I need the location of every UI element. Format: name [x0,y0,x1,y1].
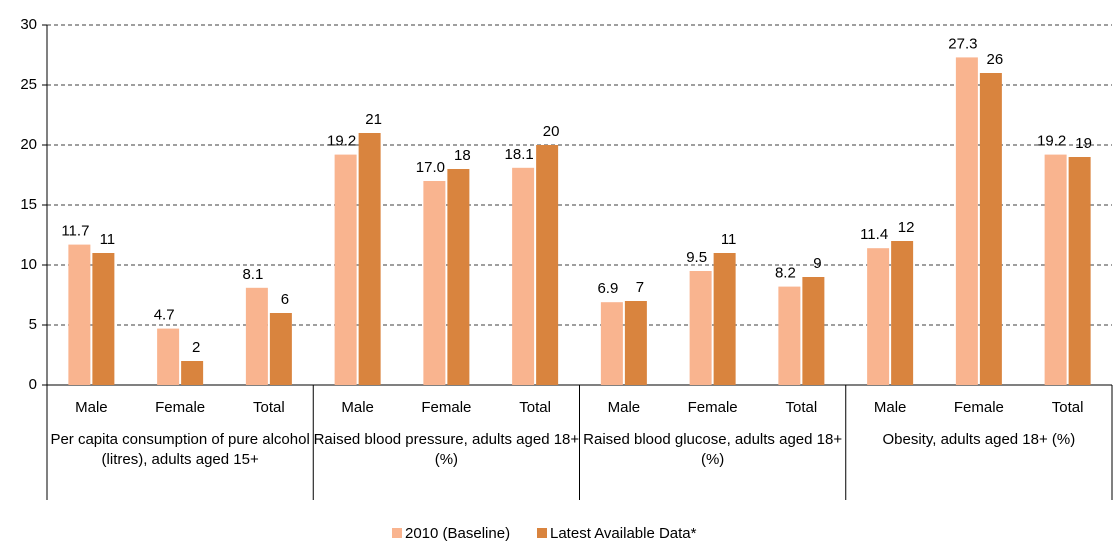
legend-swatch [537,528,547,538]
bar [423,181,446,385]
y-tick-label: 20 [20,136,37,153]
bar [334,154,357,385]
group-label: Raised blood glucose, adults aged 18+ (%… [583,431,843,468]
data-label: 11 [100,231,116,248]
data-label: 9 [813,255,821,272]
x-tick-label: Male [608,399,641,416]
data-label: 19.2 [327,133,356,150]
x-tick-label: Total [786,399,818,416]
group-label-box: Per capita consumption of pure alcohol (… [50,431,310,468]
bar [245,287,268,385]
bar [358,133,381,385]
data-label: 21 [365,111,382,128]
bar [867,248,890,385]
bar [689,271,712,385]
bar [802,277,825,385]
data-label: 17.0 [416,159,445,176]
y-tick-label: 30 [20,16,37,33]
group-label-box: Raised blood glucose, adults aged 18+ (%… [583,431,843,468]
bar [1068,157,1091,385]
x-tick-label: Female [688,399,738,416]
bar [512,167,535,385]
data-label: 6.9 [597,280,618,297]
data-label: 11.7 [61,223,89,240]
bar [600,302,623,385]
group-label-box: Obesity, adults aged 18+ (%) [882,431,1076,448]
x-tick-label: Total [1052,399,1084,416]
x-tick-label: Total [519,399,551,416]
bar [536,145,559,385]
data-label: 11.4 [860,226,888,243]
data-label: 19.2 [1037,133,1066,150]
group-label: Per capita consumption of pure alcohol (… [50,431,310,468]
bar [157,328,180,385]
bar [624,301,647,385]
x-tick-label: Female [954,399,1004,416]
group-label-box: Raised blood pressure, adults aged 18+ (… [313,431,580,468]
group-label: Obesity, adults aged 18+ (%) [882,431,1076,448]
y-tick-label: 0 [29,376,37,393]
legend-label: Latest Available Data* [550,525,697,542]
data-label: 9.5 [686,249,707,266]
legend-label: 2010 (Baseline) [405,525,510,542]
x-tick-label: Male [341,399,374,416]
x-tick-label: Male [75,399,108,416]
bar [447,169,470,385]
data-label: 7 [636,279,644,296]
bar [269,313,292,385]
data-label: 19 [1075,135,1092,152]
bar [181,361,204,385]
bar [979,73,1002,385]
x-tick-label: Male [874,399,907,416]
data-label: 4.7 [154,307,175,324]
data-label: 18.1 [505,146,534,163]
bar [1044,154,1067,385]
data-label: 27.3 [948,35,977,52]
y-tick-label: 15 [20,196,37,213]
data-label: 18 [454,147,471,164]
x-tick-label: Female [155,399,205,416]
data-label: 26 [987,51,1004,68]
y-tick-label: 5 [29,316,37,333]
bar [778,286,801,385]
group-label: Raised blood pressure, adults aged 18+ (… [313,431,580,468]
data-label: 2 [192,339,200,356]
data-label: 8.1 [242,266,263,283]
y-tick-label: 10 [20,256,37,273]
bar [955,57,978,386]
data-label: 6 [281,291,289,308]
bar [68,244,91,385]
data-label: 11 [721,231,737,248]
x-tick-label: Female [421,399,471,416]
bar [92,253,115,385]
data-label: 12 [898,219,915,236]
y-tick-label: 25 [20,76,37,93]
x-tick-label: Total [253,399,285,416]
data-label: 20 [543,123,560,140]
legend-swatch [392,528,402,538]
bar [713,253,736,385]
bar [891,241,914,385]
data-label: 8.2 [775,265,796,282]
